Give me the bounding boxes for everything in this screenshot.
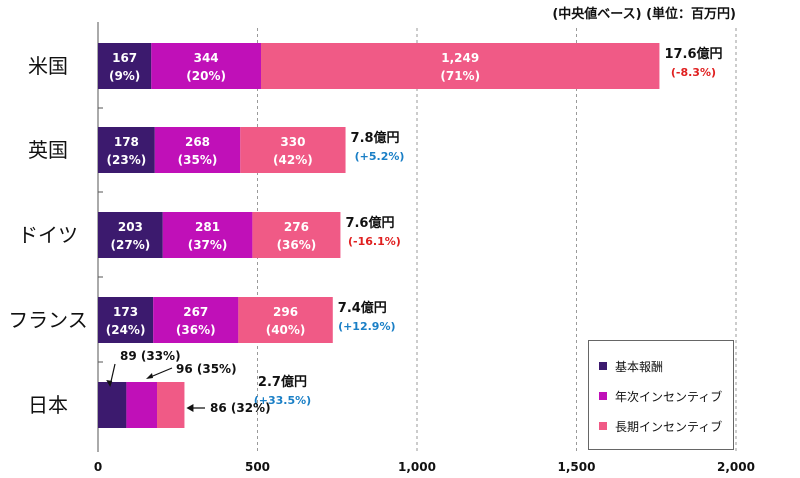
data-label: 268	[185, 135, 210, 149]
data-label: 281	[195, 220, 220, 234]
x-tick-label: 500	[245, 460, 270, 474]
x-tick-label: 2,000	[717, 460, 755, 474]
total-label: 7.6億円	[345, 215, 394, 231]
change-label: (-8.3%)	[671, 66, 716, 79]
data-label-pct: (40%)	[266, 323, 306, 337]
legend-item-base: 基本報酬	[599, 351, 723, 381]
data-label-pct: (36%)	[277, 238, 317, 252]
callout-arrowhead-base	[106, 380, 113, 387]
data-label: 276	[284, 220, 309, 234]
data-label-pct: (24%)	[106, 323, 146, 337]
total-label: 2.7億円	[258, 374, 307, 390]
category-label: 米国	[28, 54, 68, 78]
bar-segment	[98, 43, 152, 89]
callout-arrowhead-annual	[146, 373, 153, 379]
legend-swatch-long	[599, 422, 607, 430]
total-label: 7.8億円	[351, 130, 400, 146]
data-label-pct: (36%)	[176, 323, 216, 337]
change-label: (+33.5%)	[254, 394, 311, 407]
data-label: 267	[183, 305, 208, 319]
total-label: 7.4億円	[338, 300, 387, 316]
bar-segment	[162, 212, 253, 258]
data-label: 330	[280, 135, 305, 149]
bar-segment	[126, 382, 158, 428]
bar-segment	[240, 127, 346, 173]
legend-item-annual: 年次インセンティブ	[599, 381, 723, 411]
legend-swatch-annual	[599, 392, 607, 400]
data-label-pct: (35%)	[178, 153, 218, 167]
bar-segment	[98, 212, 163, 258]
x-tick-label: 1,500	[558, 460, 596, 474]
legend-label-long: 長期インセンティブ	[615, 419, 723, 434]
bar-segment	[153, 297, 239, 343]
legend-swatch-base	[599, 362, 607, 370]
total-label: 17.6億円	[664, 46, 722, 62]
category-label: 英国	[28, 138, 68, 162]
legend: 基本報酬 年次インセンティブ 長期インセンティブ	[588, 340, 734, 450]
data-label: 296	[273, 305, 298, 319]
data-label-pct: (23%)	[107, 153, 147, 167]
bar-segment	[252, 212, 341, 258]
data-label-pct: (27%)	[111, 238, 151, 252]
bar-segment	[98, 127, 155, 173]
data-label: 1,249	[441, 51, 479, 65]
data-label: 167	[112, 51, 137, 65]
x-tick-label: 1,000	[398, 460, 436, 474]
category-label: ドイツ	[18, 223, 78, 247]
data-label-pct: (9%)	[109, 69, 140, 83]
data-label-pct: (42%)	[273, 153, 313, 167]
data-label-pct: (20%)	[186, 69, 226, 83]
bar-segment	[98, 297, 154, 343]
x-tick-label: 0	[94, 460, 102, 474]
data-label: 203	[118, 220, 143, 234]
bar-segment	[98, 382, 127, 428]
callout-base: 89 (33%)	[120, 349, 181, 363]
bar-segment	[157, 382, 185, 428]
category-label: 日本	[28, 393, 68, 417]
change-label: (+5.2%)	[355, 150, 405, 163]
unit-note: (中央値ベース) (単位：百万円)	[552, 7, 736, 22]
callout-annual: 96 (35%)	[176, 362, 237, 376]
data-label-pct: (71%)	[440, 69, 480, 83]
legend-item-long: 長期インセンティブ	[599, 411, 723, 441]
bar-segment	[154, 127, 241, 173]
bar-segment	[261, 43, 660, 89]
legend-label-base: 基本報酬	[615, 359, 664, 374]
data-label: 173	[113, 305, 138, 319]
category-label: フランス	[8, 308, 88, 332]
change-label: (-16.1%)	[348, 235, 401, 248]
legend-label-annual: 年次インセンティブ	[615, 389, 723, 404]
change-label: (+12.9%)	[338, 320, 395, 333]
bar-segment	[151, 43, 262, 89]
data-label: 344	[194, 51, 219, 65]
callout-arrowhead-long	[186, 404, 194, 412]
callout-long: 86 (32%)	[210, 401, 271, 415]
data-label-pct: (37%)	[188, 238, 228, 252]
bar-segment	[238, 297, 333, 343]
data-label: 178	[114, 135, 139, 149]
